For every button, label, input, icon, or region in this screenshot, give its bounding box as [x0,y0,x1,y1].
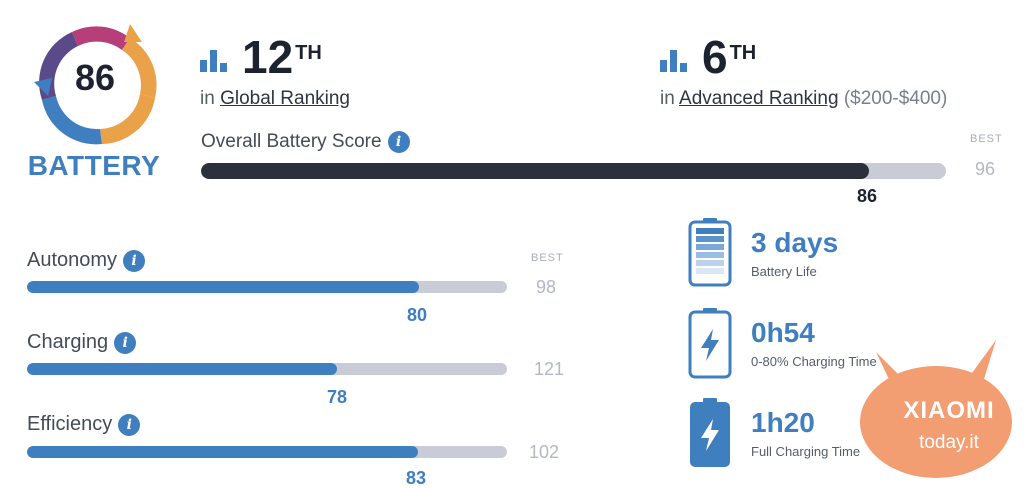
overall-best-value: 96 [975,159,996,179]
charging-label: Charging i [27,331,137,354]
charging-time-value: 0h54 [751,317,815,348]
battery-charging-filled-icon [690,398,730,467]
battery-levels-icon [688,218,732,287]
badge-score: 86 [74,57,116,98]
charging-bar [27,363,507,375]
battery-life-value: 3 days [751,227,839,258]
info-icon[interactable]: i [387,131,410,153]
score-ring-icon [34,24,157,145]
overall-score-label: Overall Battery Score i [201,131,410,153]
autonomy-bar [27,281,507,293]
efficiency-bar [27,446,507,458]
global-rank-number: 12 TH [242,31,322,83]
advanced-rank-number: 6 TH [702,31,757,83]
global-rank-subtitle: in Global Ranking [200,88,350,109]
bar-chart-icon [660,50,687,72]
efficiency-value: 83 [406,468,427,488]
autonomy-best: 98 [536,277,557,297]
price-range: ($200-$400) [843,88,948,109]
global-ranking-link[interactable]: Global Ranking [220,88,350,109]
overall-score-bar [201,163,946,179]
advanced-ranking-link[interactable]: Advanced Ranking [679,88,839,109]
overall-score-fill [201,163,869,179]
watermark-site: today.it [919,432,979,453]
charging-time-caption: 0-80% Charging Time [751,354,877,369]
battery-life-caption: Battery Life [751,264,817,279]
charging-best: 121 [534,359,565,379]
badge-label: BATTERY [27,150,161,181]
battery-score-badge: 86 BATTERY [0,0,180,190]
xiaomitoday-watermark-icon [860,340,1012,478]
watermark-brand: XIAOMI [903,397,995,424]
efficiency-best: 102 [529,442,560,462]
autonomy-label: Autonomy i [27,249,146,272]
autonomy-value: 80 [407,305,428,325]
info-icon[interactable]: i [118,413,141,436]
efficiency-fill [27,446,418,458]
charging-fill [27,363,337,375]
info-icon[interactable]: i [123,249,146,272]
autonomy-fill [27,281,419,293]
overall-best-label: BEST [970,133,1003,145]
battery-charging-outline-icon [688,308,732,379]
overall-score-value: 86 [857,186,878,206]
metrics-best-label: BEST [531,252,564,264]
advanced-rank-subtitle: in Advanced Ranking ($200-$400) [660,88,948,109]
info-icon[interactable]: i [114,331,137,354]
efficiency-label: Efficiency i [27,413,141,436]
bar-chart-icon [200,50,227,72]
charging-value: 78 [327,387,348,407]
full-charging-caption: Full Charging Time [751,444,861,459]
full-charging-value: 1h20 [751,407,815,438]
